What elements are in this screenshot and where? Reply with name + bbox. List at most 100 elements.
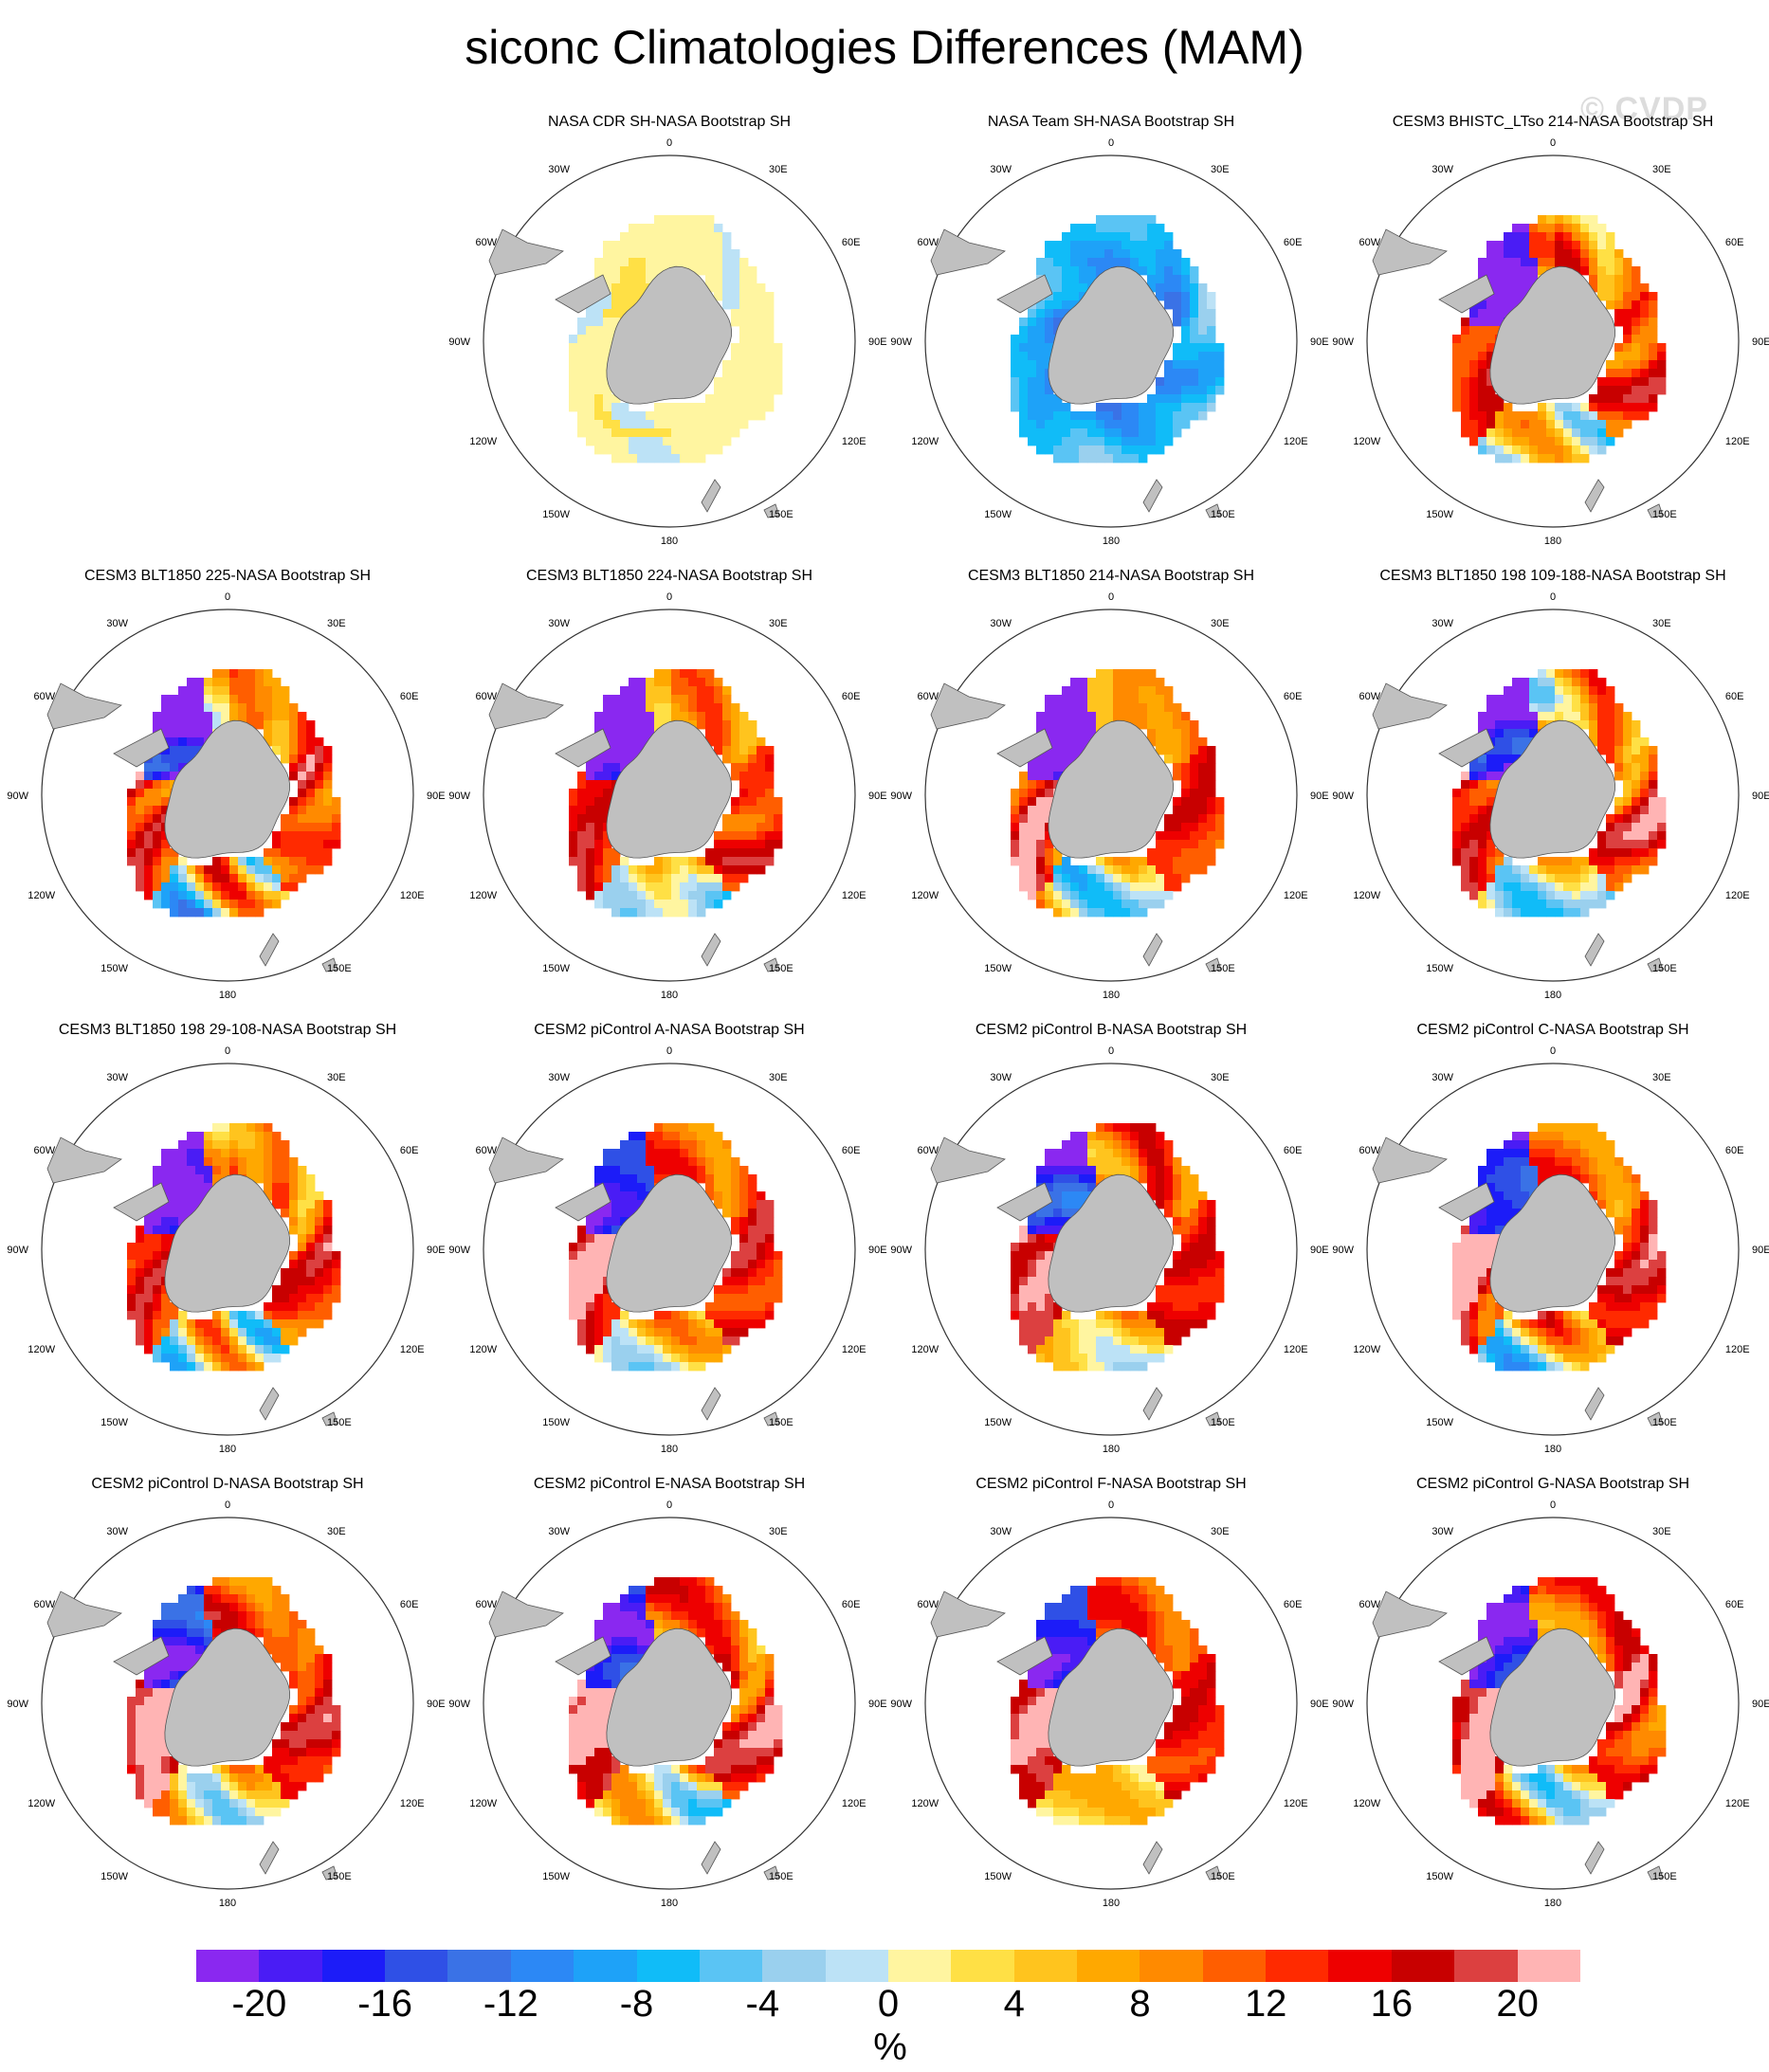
ice-cell xyxy=(1113,678,1122,687)
ice-cell xyxy=(212,1140,222,1150)
new-zealand-land xyxy=(701,933,721,967)
ice-cell xyxy=(1190,360,1199,370)
ice-cell xyxy=(1019,1302,1029,1312)
ice-cell xyxy=(1096,266,1105,276)
ice-cell xyxy=(161,1345,171,1354)
ice-cell xyxy=(272,1285,282,1295)
ice-cell xyxy=(1572,686,1581,696)
ice-cell xyxy=(774,1294,783,1303)
ice-cell xyxy=(688,420,698,429)
ice-cell xyxy=(1512,1183,1522,1192)
ice-cell xyxy=(1173,1328,1182,1337)
ice-cell xyxy=(272,686,282,696)
ice-cell xyxy=(1614,1183,1624,1192)
ice-cell xyxy=(1632,326,1641,336)
ice-cell xyxy=(1156,266,1165,276)
ice-cell xyxy=(255,1157,264,1167)
ice-cell xyxy=(204,1336,213,1346)
ice-cell xyxy=(1478,772,1487,781)
ice-cell xyxy=(1053,1191,1063,1201)
ice-cell xyxy=(1181,377,1191,387)
ice-cell xyxy=(298,1697,307,1706)
ice-cell xyxy=(1478,823,1487,832)
ice-cell xyxy=(144,1739,154,1749)
ice-cell xyxy=(187,1354,196,1363)
ice-cell xyxy=(577,377,587,387)
ice-cell xyxy=(1181,1174,1191,1184)
ice-cell xyxy=(594,1311,604,1320)
ice-cell xyxy=(739,394,749,404)
ice-cell xyxy=(255,1328,264,1337)
ice-cell xyxy=(1461,840,1470,849)
ice-cell xyxy=(1632,840,1641,849)
ice-cell xyxy=(1096,695,1105,704)
ice-cell xyxy=(1036,335,1046,344)
ice-cell xyxy=(731,1157,740,1167)
ice-cell xyxy=(731,377,740,387)
ice-cell xyxy=(161,1234,171,1244)
ice-cell xyxy=(722,1294,732,1303)
ice-cell xyxy=(1036,1277,1046,1286)
ice-cell xyxy=(315,865,324,875)
ice-cell xyxy=(603,797,612,807)
ice-cell xyxy=(1452,352,1462,361)
ice-cell xyxy=(1147,1157,1157,1167)
ice-cell xyxy=(1580,215,1590,225)
ice-cell xyxy=(671,857,681,866)
ice-cell xyxy=(705,275,715,284)
ice-cell xyxy=(705,848,715,858)
longitude-label: 150W xyxy=(100,963,128,974)
ice-cell xyxy=(577,369,587,378)
ice-cell xyxy=(1623,1277,1632,1286)
ice-cell xyxy=(629,874,638,883)
ice-cell xyxy=(739,1234,749,1244)
ice-cell xyxy=(323,1722,333,1732)
ice-cell xyxy=(289,1645,299,1655)
ice-cell xyxy=(1486,882,1496,892)
ice-cell xyxy=(212,1157,222,1167)
ice-cell xyxy=(1130,224,1140,233)
ice-cell xyxy=(1640,831,1650,841)
ice-cell xyxy=(1181,1268,1191,1278)
ice-cell xyxy=(1589,729,1598,738)
ice-cell xyxy=(289,1319,299,1329)
ice-cell xyxy=(289,1756,299,1766)
ice-cell xyxy=(170,1345,179,1354)
ice-cell xyxy=(281,1637,290,1646)
ice-cell xyxy=(298,806,307,815)
ice-cell xyxy=(1215,1294,1225,1303)
ice-cell xyxy=(1156,275,1165,284)
ice-cell xyxy=(705,686,715,696)
ice-cell xyxy=(1036,352,1046,361)
ice-cell xyxy=(161,1209,171,1218)
ice-cell xyxy=(569,857,578,866)
ice-cell xyxy=(1113,1140,1122,1150)
ice-cell xyxy=(229,669,239,679)
ice-cell xyxy=(697,1140,706,1150)
ice-cell xyxy=(774,1277,783,1286)
longitude-label: 150E xyxy=(1652,509,1677,520)
ice-cell xyxy=(323,857,333,866)
ice-cell xyxy=(1478,754,1487,764)
ice-cell xyxy=(289,1285,299,1295)
ice-cell xyxy=(594,1345,604,1354)
ice-cell xyxy=(1070,1166,1080,1175)
ice-cell xyxy=(1181,292,1191,301)
ice-cell xyxy=(748,377,757,387)
ice-cell xyxy=(212,720,222,730)
ice-cell xyxy=(705,241,715,250)
ice-cell xyxy=(1062,1328,1071,1337)
ice-cell xyxy=(1164,1166,1174,1175)
ice-cell xyxy=(611,1336,621,1346)
ice-cell xyxy=(1122,1362,1131,1372)
ice-cell xyxy=(1623,720,1632,730)
ice-cell xyxy=(671,454,681,463)
ice-cell xyxy=(1469,1311,1479,1320)
ice-cell xyxy=(1521,275,1530,284)
ice-cell xyxy=(1623,831,1632,841)
ice-cell xyxy=(315,1319,324,1329)
ice-cell xyxy=(1198,1234,1208,1244)
longitude-label: 120W xyxy=(469,1344,497,1355)
ice-cell xyxy=(1130,857,1140,866)
ice-cell xyxy=(1589,1336,1598,1346)
